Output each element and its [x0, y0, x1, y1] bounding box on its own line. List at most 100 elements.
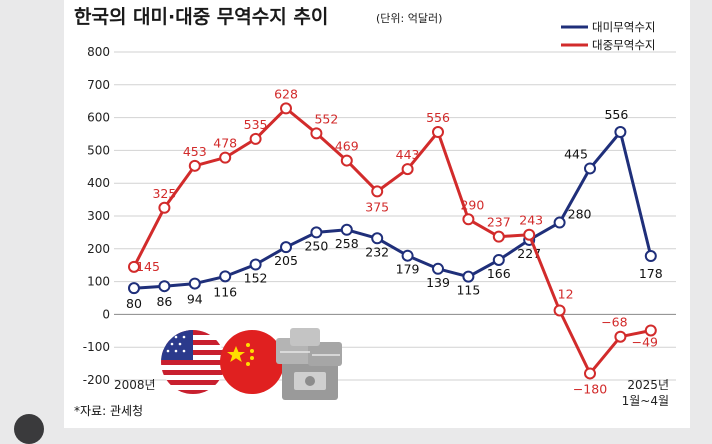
y-tick-label: 100: [87, 275, 110, 289]
y-tick-label: -100: [83, 340, 110, 354]
cn-data-label: 453: [183, 144, 207, 159]
us-point: [462, 270, 475, 283]
cn-data-label: −49: [632, 334, 658, 349]
cn-point: [584, 367, 596, 380]
cn-data-label: −180: [573, 381, 607, 396]
source-note: *자료: 관세청: [74, 404, 143, 418]
us-data-label: 250: [304, 238, 328, 253]
cn-data-label: 628: [274, 86, 298, 101]
flags-decoration: [161, 328, 342, 400]
cn-point: [340, 154, 353, 167]
x-end-label-year: 2025년: [627, 378, 669, 392]
y-tick-label: -200: [83, 373, 110, 387]
us-data-label: 94: [187, 292, 203, 307]
cn-point: [644, 324, 657, 337]
us-point: [553, 216, 566, 229]
y-tick-label: 500: [87, 143, 110, 157]
cn-data-label: 290: [460, 197, 484, 212]
us-data-label: 280: [568, 207, 592, 222]
us-data-label: 166: [487, 266, 511, 281]
legend-label-cn: 대중무역수지: [592, 38, 655, 52]
us-data-label: 86: [156, 294, 172, 309]
cn-point: [128, 260, 140, 273]
y-tick-label: 300: [87, 209, 110, 223]
chart-title: 한국의 대미·대중 무역수지 추이: [74, 6, 328, 28]
china-flag-icon: [220, 330, 284, 394]
us-data-label: 115: [456, 283, 480, 298]
y-tick-label: 800: [87, 45, 110, 59]
cn-data-label: 325: [152, 186, 176, 201]
cn-point: [371, 185, 384, 198]
us-point: [644, 250, 657, 263]
cn-point: [249, 132, 262, 145]
cn-point: [462, 213, 475, 226]
us-point: [310, 226, 323, 239]
cn-data-label: −68: [601, 315, 627, 330]
us-data-label: 179: [396, 262, 420, 277]
us-point: [249, 258, 262, 271]
us-point: [492, 253, 505, 266]
legend-label-us: 대미무역수지: [592, 20, 655, 34]
corner-button[interactable]: [14, 414, 44, 444]
y-tick-label: 700: [87, 78, 110, 92]
us-data-label: 139: [426, 275, 450, 290]
us-data-label: 152: [244, 271, 268, 286]
cn-point: [432, 126, 444, 139]
cn-point: [401, 163, 414, 176]
cn-point: [614, 330, 627, 343]
cn-data-label: 552: [314, 111, 338, 126]
us-point: [128, 282, 140, 295]
cn-data-label: 478: [213, 136, 237, 151]
cn-data-label: 556: [426, 110, 450, 125]
us-point: [584, 162, 596, 175]
cn-point: [492, 230, 505, 243]
x-start-label: 2008년: [114, 378, 156, 392]
us-data-label: 258: [335, 236, 359, 251]
cn-point: [523, 228, 536, 241]
cn-point: [310, 127, 323, 140]
cn-data-label: 443: [396, 147, 420, 162]
unit-note: (단위: 억달러): [376, 12, 442, 25]
y-tick-label: 200: [87, 242, 110, 256]
us-point: [614, 126, 627, 139]
us-data-label: 232: [365, 244, 389, 259]
cn-data-label: 375: [365, 199, 389, 214]
us-point: [432, 262, 444, 275]
us-flag-icon: [161, 330, 225, 394]
us-data-label: 445: [564, 146, 588, 161]
y-axis-ticks: 800 700 600 500 400 300 200 100 0 -100 -200: [83, 45, 110, 387]
us-point: [158, 280, 171, 293]
cn-point: [280, 102, 292, 115]
y-tick-label: 600: [87, 111, 110, 125]
us-point: [188, 277, 201, 290]
us-point: [280, 241, 292, 254]
money-pile-icon: [276, 328, 342, 400]
us-point: [219, 270, 232, 283]
cn-data-label: 237: [487, 215, 511, 230]
us-data-label: 205: [274, 253, 298, 268]
cn-data-label: 535: [244, 117, 268, 132]
cn-point: [188, 159, 201, 172]
us-data-label: 116: [213, 284, 237, 299]
cn-data-label: 469: [335, 139, 359, 154]
chart: 한국의 대미·대중 무역수지 추이 (단위: 억달러) 대미무역수지 대중무역수…: [74, 6, 676, 418]
y-tick-label: 400: [87, 176, 110, 190]
cn-point: [553, 304, 566, 317]
cn-data-label: 243: [519, 213, 543, 228]
chart-card: 한국의 대미·대중 무역수지 추이 (단위: 억달러) 대미무역수지 대중무역수…: [64, 0, 690, 428]
us-data-label: 80: [126, 296, 142, 311]
y-tick-label: 0: [102, 307, 110, 321]
us-point: [401, 249, 414, 262]
cn-data-label: 12: [558, 286, 574, 301]
us-data-label: 178: [639, 266, 663, 281]
x-end-label-months: 1월~4월: [622, 394, 669, 408]
cn-point: [158, 201, 171, 214]
cn-point: [219, 151, 232, 164]
us-data-label: 556: [604, 107, 628, 122]
us-point: [340, 223, 353, 236]
cn-data-label: 145: [136, 259, 160, 274]
legend: 대미무역수지 대중무역수지: [561, 20, 655, 52]
us-point: [371, 232, 384, 245]
